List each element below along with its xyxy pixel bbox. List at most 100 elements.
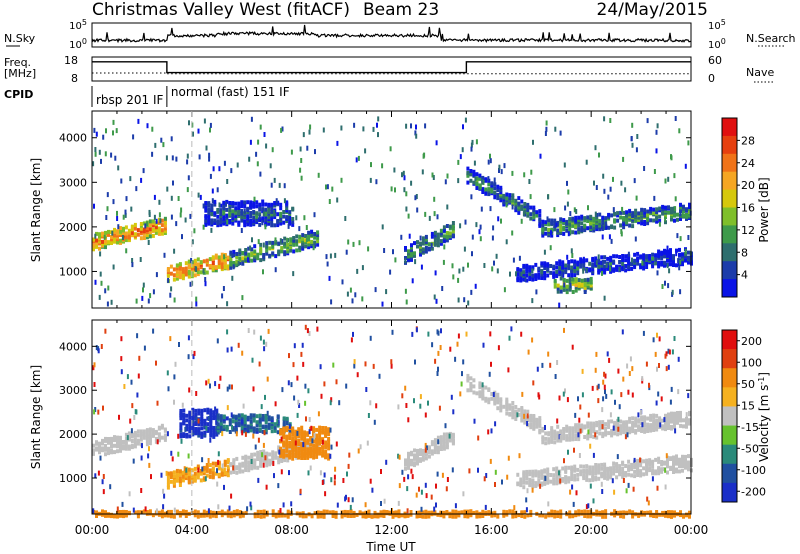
data-cell <box>310 239 314 244</box>
data-cell <box>491 266 494 272</box>
data-cell <box>308 429 311 435</box>
data-cell <box>255 200 259 205</box>
data-cell <box>247 463 251 468</box>
data-cell <box>203 424 207 429</box>
data-cell <box>613 509 617 514</box>
data-cell <box>670 217 673 222</box>
data-cell <box>618 260 622 264</box>
data-cell <box>572 501 575 507</box>
data-cell <box>673 173 676 179</box>
data-cell <box>422 153 425 159</box>
data-cell <box>95 446 98 451</box>
data-cell <box>580 423 584 428</box>
data-cell <box>113 233 116 238</box>
data-cell <box>207 458 210 463</box>
data-cell <box>436 445 440 450</box>
data-cell <box>228 422 232 427</box>
data-cell <box>279 238 282 244</box>
data-cell <box>101 479 104 485</box>
data-cell <box>588 261 592 266</box>
data-cell <box>119 510 122 514</box>
data-cell <box>472 180 476 185</box>
data-cell <box>666 253 669 258</box>
data-cell <box>621 466 625 471</box>
data-cell <box>606 473 610 478</box>
data-cell <box>556 230 560 235</box>
data-cell <box>657 260 661 265</box>
data-cell <box>616 454 619 460</box>
data-cell <box>538 419 542 424</box>
data-cell <box>427 242 431 247</box>
data-cell <box>286 242 290 247</box>
data-cell <box>249 415 253 420</box>
data-cell <box>577 509 581 514</box>
nave-tick-bottom: 0 <box>708 72 715 85</box>
data-cell <box>121 501 124 507</box>
data-cell <box>574 433 578 438</box>
data-cell <box>620 180 623 186</box>
data-cell <box>575 209 578 214</box>
data-cell <box>525 480 529 485</box>
data-cell <box>588 468 592 473</box>
data-cell <box>133 437 137 442</box>
data-cell <box>95 510 98 515</box>
data-cell <box>321 428 325 433</box>
data-cell <box>586 424 590 429</box>
data-cell <box>315 442 319 446</box>
data-cell <box>279 446 283 451</box>
data-cell <box>576 477 580 482</box>
data-cell <box>407 474 410 480</box>
data-cell <box>241 469 245 474</box>
data-cell <box>457 159 460 165</box>
data-cell <box>457 277 460 283</box>
data-cell <box>643 213 647 218</box>
data-cell <box>515 271 517 277</box>
data-cell <box>264 214 268 219</box>
data-cell <box>324 454 328 459</box>
data-cell <box>561 466 565 471</box>
data-cell <box>295 511 299 516</box>
data-cell <box>216 413 220 418</box>
data-cell <box>166 485 170 490</box>
data-cell <box>558 272 562 277</box>
data-cell <box>169 336 172 342</box>
data-cell <box>666 460 669 465</box>
data-cell <box>226 219 229 225</box>
data-cell <box>238 462 242 467</box>
data-cell <box>573 467 577 472</box>
data-cell <box>200 411 204 416</box>
data-cell <box>553 429 557 434</box>
data-cell <box>489 458 492 464</box>
data-cell <box>661 209 665 214</box>
data-cell <box>195 301 198 307</box>
data-cell <box>204 214 208 219</box>
data-cell <box>558 264 562 269</box>
data-cell <box>197 128 200 134</box>
data-cell <box>256 509 260 514</box>
data-cell <box>685 217 688 221</box>
data-cell <box>624 434 627 440</box>
data-cell <box>279 431 283 436</box>
data-cell <box>574 437 578 441</box>
data-cell <box>99 251 102 257</box>
data-cell <box>166 482 170 487</box>
data-cell <box>529 212 533 217</box>
data-cell <box>207 207 211 212</box>
data-cell <box>549 270 553 275</box>
data-cell <box>505 397 509 402</box>
data-cell <box>601 270 603 276</box>
data-cell <box>148 234 152 239</box>
data-cell <box>610 238 613 244</box>
data-cell <box>531 265 535 270</box>
data-cell <box>267 328 270 334</box>
data-cell <box>612 468 616 473</box>
data-cell <box>489 206 492 212</box>
data-cell <box>381 224 384 230</box>
data-cell <box>267 206 271 211</box>
data-cell <box>313 212 316 218</box>
data-cell <box>130 379 133 385</box>
data-cell <box>220 467 224 472</box>
data-cell <box>205 473 209 478</box>
data-cell <box>511 412 515 417</box>
data-cell <box>207 211 211 215</box>
